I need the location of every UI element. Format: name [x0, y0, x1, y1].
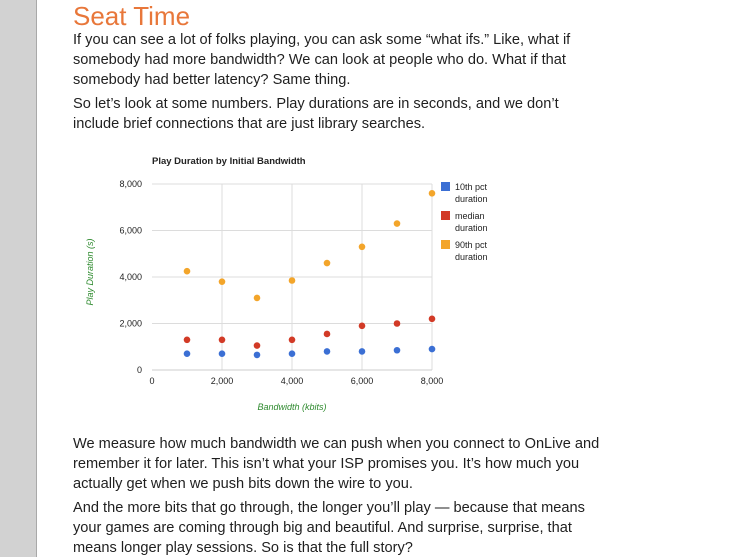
data-point-series-2 — [393, 320, 401, 327]
y-tick-label: 0 — [137, 365, 142, 375]
y-axis-label: Play Duration (s) — [85, 238, 95, 305]
data-point-series-1 — [393, 346, 401, 354]
legend-swatch — [441, 240, 450, 249]
x-axis-label: Bandwidth (kbits) — [257, 402, 326, 412]
legend-label: median duration — [455, 211, 488, 233]
data-point-series-3 — [288, 277, 296, 284]
legend-label: 90th pct duration — [455, 240, 488, 262]
data-point-series-3 — [393, 220, 401, 227]
data-point-series-2 — [428, 315, 436, 323]
chart-title: Play Duration by Initial Bandwidth — [152, 156, 306, 167]
paragraph-bandwidth: We measure how much bandwidth we can pus… — [73, 436, 600, 492]
data-point-series-3 — [183, 267, 191, 275]
x-tick-label: 0 — [149, 376, 154, 386]
legend-label: 10th pct duration — [455, 182, 488, 204]
data-point-series-1 — [253, 351, 261, 359]
data-point-series-3 — [218, 278, 226, 285]
data-point-series-3 — [358, 243, 366, 251]
x-tick-labels: 0 2,000 4,000 6,000 8,000 — [149, 376, 443, 386]
data-point-series-2 — [288, 336, 296, 344]
data-point-series-2 — [218, 336, 226, 344]
data-point-series-2 — [358, 322, 366, 330]
y-tick-labels: 0 2,000 4,000 6,000 8,000 — [119, 179, 142, 375]
data-point-series-1 — [183, 350, 191, 358]
paragraph-intro: If you can see a lot of folks playing, y… — [73, 32, 571, 88]
legend-swatch — [441, 211, 450, 220]
play-duration-chart: Play Duration by Initial Bandwidth Play … — [85, 156, 488, 412]
data-point-series-3 — [323, 259, 331, 267]
data-point-series-1 — [323, 348, 331, 355]
data-point-series-1 — [288, 350, 296, 358]
legend: 10th pct duration median duration 90th pct du… — [441, 182, 488, 262]
legend-swatch — [441, 182, 450, 191]
data-point-series-1 — [358, 348, 366, 355]
section-heading: Seat Time — [73, 1, 191, 31]
data-point-series-2 — [323, 330, 331, 338]
paragraph-numbers: So let’s look at some numbers. Play dura… — [73, 96, 559, 132]
x-tick-label: 4,000 — [281, 376, 304, 386]
data-points — [183, 190, 436, 359]
y-tick-label: 6,000 — [119, 226, 142, 236]
x-tick-label: 2,000 — [211, 376, 234, 386]
data-point-series-3 — [253, 294, 261, 302]
x-tick-label: 8,000 — [421, 376, 444, 386]
paragraph-bits: And the more bits that go through, the l… — [73, 500, 585, 556]
data-point-series-2 — [253, 342, 261, 349]
y-tick-label: 4,000 — [119, 272, 142, 282]
y-tick-label: 2,000 — [119, 319, 142, 329]
data-point-series-1 — [218, 350, 226, 358]
data-point-series-1 — [428, 345, 436, 353]
data-point-series-2 — [183, 336, 191, 344]
data-point-series-3 — [428, 190, 436, 197]
y-tick-label: 8,000 — [119, 179, 142, 189]
x-tick-label: 6,000 — [351, 376, 374, 386]
left-gutter — [0, 0, 37, 557]
